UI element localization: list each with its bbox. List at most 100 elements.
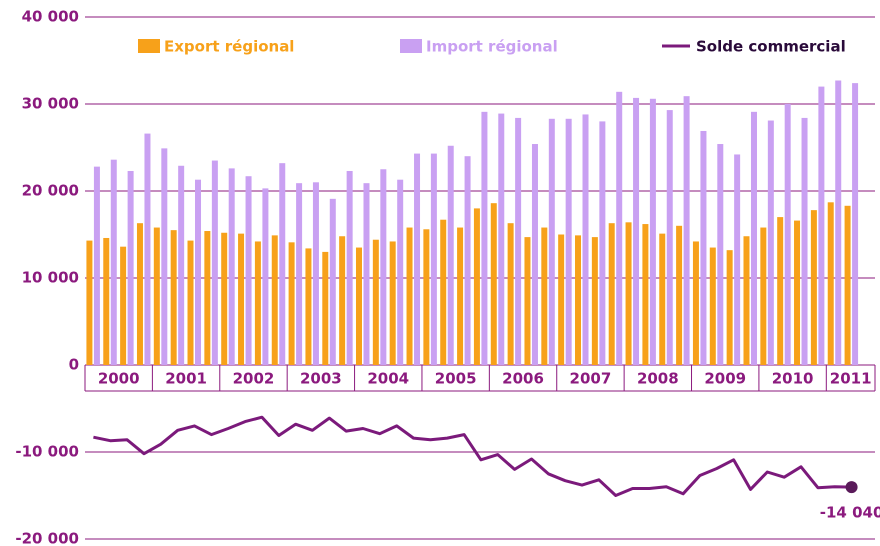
bar	[852, 83, 859, 366]
bar	[170, 230, 177, 365]
legend-label: Export régional	[164, 38, 294, 56]
y-tick-label: -20 000	[15, 530, 79, 546]
bar	[346, 170, 353, 365]
line	[93, 415, 852, 497]
bar	[372, 239, 379, 365]
legend-swatch	[400, 39, 422, 53]
x-group-label: 2011	[830, 370, 872, 388]
x-group-label: 2002	[233, 370, 275, 388]
bar	[144, 133, 151, 365]
bar	[582, 114, 589, 365]
bar	[649, 98, 656, 365]
bar	[245, 176, 252, 365]
x-group-label: 2000	[98, 370, 140, 388]
bar	[767, 120, 774, 365]
bar	[447, 145, 454, 365]
bar	[457, 227, 464, 365]
bar	[120, 246, 127, 365]
bar	[103, 237, 110, 365]
bar	[827, 202, 834, 365]
bar	[440, 219, 447, 365]
y-tick-label: -10 000	[15, 443, 79, 461]
bar	[464, 156, 471, 365]
bar	[322, 251, 329, 365]
bar	[127, 170, 134, 365]
bar	[161, 148, 168, 365]
bar	[481, 111, 488, 365]
x-group-label: 2001	[165, 370, 207, 388]
bar	[271, 235, 278, 365]
bar	[515, 117, 522, 365]
bar	[507, 223, 514, 365]
bar	[750, 111, 757, 365]
bar	[709, 247, 716, 365]
bar	[700, 130, 707, 365]
bar	[423, 229, 430, 365]
bar	[531, 144, 538, 365]
bar	[642, 224, 649, 365]
bar	[296, 183, 303, 365]
x-group-label: 2009	[704, 370, 746, 388]
bar	[211, 160, 218, 365]
bar	[524, 237, 531, 365]
bar	[329, 198, 336, 365]
data-label: -14 040	[820, 504, 880, 522]
bar	[430, 153, 437, 365]
y-tick-label: 0	[69, 356, 79, 374]
bar	[389, 241, 396, 365]
legend-label: Solde commercial	[696, 38, 846, 56]
bar	[548, 118, 555, 365]
bar	[187, 240, 194, 365]
x-group-label: 2005	[435, 370, 477, 388]
x-group-label: 2006	[502, 370, 544, 388]
bar	[666, 110, 673, 365]
bar	[490, 203, 497, 365]
bar	[726, 250, 733, 365]
bar	[262, 188, 269, 365]
bar	[591, 237, 598, 365]
bar	[818, 86, 825, 365]
bar	[254, 241, 261, 365]
bar	[305, 248, 312, 365]
bar	[625, 222, 632, 365]
end-marker	[845, 481, 858, 494]
bar	[760, 227, 767, 365]
bar	[228, 168, 235, 365]
x-group-label: 2008	[637, 370, 679, 388]
bar	[676, 225, 683, 365]
x-group-label: 2003	[300, 370, 342, 388]
bar	[558, 234, 565, 365]
bar	[473, 208, 480, 365]
bar	[498, 113, 505, 365]
bar	[238, 233, 245, 365]
bar	[659, 233, 666, 365]
bar	[743, 236, 750, 365]
bar	[616, 91, 623, 365]
x-group-label: 2004	[367, 370, 409, 388]
bar	[784, 104, 791, 365]
bar	[835, 80, 842, 365]
bar	[575, 235, 582, 365]
bar	[414, 153, 421, 365]
legend-swatch	[138, 39, 160, 53]
bar	[380, 169, 387, 365]
y-tick-label: 30 000	[22, 95, 79, 113]
bar	[93, 166, 100, 365]
bar	[312, 182, 319, 365]
x-group-label: 2007	[570, 370, 612, 388]
bar	[355, 247, 362, 365]
bar	[136, 223, 143, 365]
bar	[683, 96, 690, 366]
x-group-label: 2010	[772, 370, 814, 388]
bar	[717, 144, 724, 365]
bar	[339, 236, 346, 365]
bar	[110, 159, 117, 365]
bar	[608, 223, 615, 365]
y-tick-label: 40 000	[22, 8, 79, 26]
legend-label: Import régional	[426, 38, 558, 56]
bar	[195, 179, 202, 365]
bar	[692, 241, 699, 365]
bar	[777, 217, 784, 365]
bar	[801, 117, 808, 365]
